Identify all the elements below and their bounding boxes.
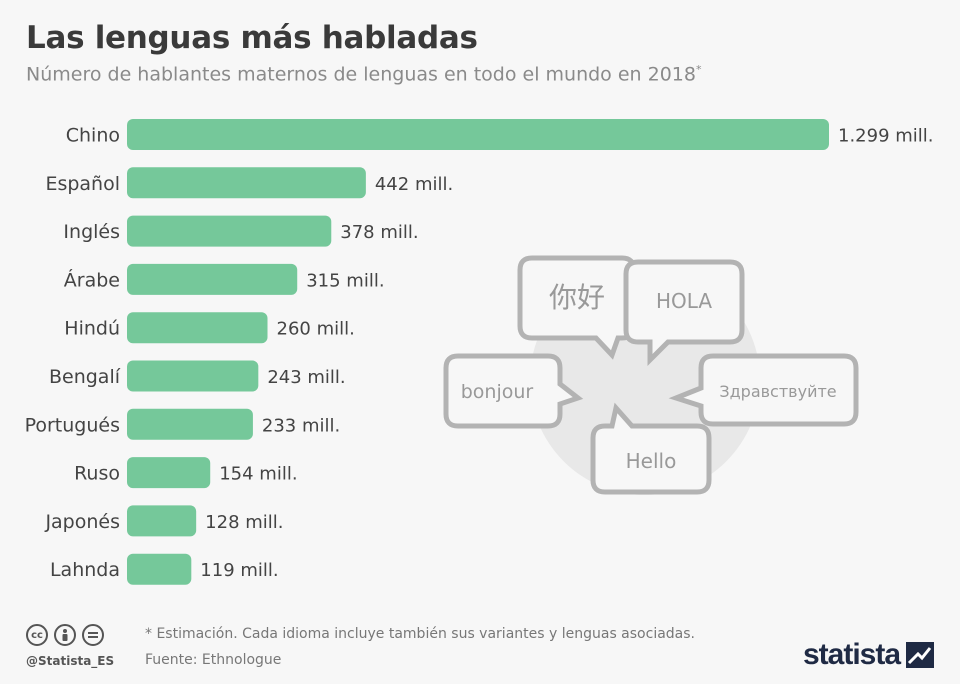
bubble-text-bonjour: bonjour <box>461 381 534 403</box>
bar-chart: Chino 1.299 mill. Español 442 mill. Inglés 37… <box>25 119 934 585</box>
bar-2 <box>127 215 332 247</box>
category-label: Portugués <box>25 414 120 436</box>
category-label: Bengalí <box>49 366 121 388</box>
category-label: Lahnda <box>50 559 120 581</box>
chart-title: Las lenguas más habladas <box>26 20 478 56</box>
bubble-text-russian: Здравствуйте <box>719 382 836 401</box>
subtitle-text: Número de hablantes maternos de lenguas … <box>26 63 696 86</box>
category-label: Español <box>45 173 120 195</box>
brand-wordmark: statista <box>803 638 901 671</box>
value-label: 315 mill. <box>306 270 384 291</box>
speech-bubble-bonjour <box>443 353 584 429</box>
bar-0 <box>127 119 829 150</box>
bar-6 <box>127 408 253 440</box>
source: Fuente: Ethnologue <box>145 652 282 668</box>
license-icons: cc <box>26 624 104 646</box>
bar-5 <box>127 360 259 392</box>
subtitle-footnote-mark: * <box>695 63 702 76</box>
category-label: Ruso <box>74 463 120 485</box>
value-label: 1.299 mill. <box>838 126 934 147</box>
value-label: 378 mill. <box>340 222 418 243</box>
bubble-text-hello: Hello <box>626 449 677 473</box>
category-label: Chino <box>66 125 120 147</box>
value-label: 154 mill. <box>219 464 297 485</box>
category-label: Árabe <box>64 268 120 291</box>
value-label: 233 mill. <box>262 415 340 436</box>
bar-3 <box>127 263 298 295</box>
value-label: 442 mill. <box>375 174 453 195</box>
footnote: * Estimación. Cada idioma incluye tambié… <box>145 626 695 642</box>
bar-9 <box>127 553 192 585</box>
category-label: Hindú <box>64 318 120 340</box>
attribution-icon <box>54 624 76 646</box>
bar-4 <box>127 312 268 344</box>
statista-logo[interactable]: statista <box>803 638 935 672</box>
speech-bubbles-illustration: 你好 HOLA bonjour Здравствуйте Hello <box>443 255 859 495</box>
bar-8 <box>127 505 197 537</box>
speech-bubble-hola <box>623 259 745 367</box>
category-label: Japonés <box>44 511 120 533</box>
value-label: 243 mill. <box>267 367 345 388</box>
chart-subtitle: Número de hablantes maternos de lenguas … <box>26 63 701 85</box>
footer: cc @Statista_ES * Estimación. Cada idiom… <box>0 616 960 684</box>
bar-7 <box>127 457 211 489</box>
speech-bubble-russian <box>668 353 859 427</box>
bar-1 <box>127 167 366 199</box>
value-label: 119 mill. <box>200 560 278 581</box>
speech-bubble-hello <box>590 402 712 495</box>
no-derivatives-icon <box>82 624 104 646</box>
value-label: 128 mill. <box>205 512 283 533</box>
value-label: 260 mill. <box>277 319 355 340</box>
creative-commons-icon: cc <box>26 624 48 646</box>
category-label: Inglés <box>63 221 120 243</box>
brand-mark-icon <box>906 642 935 668</box>
social-handle[interactable]: @Statista_ES <box>26 654 115 668</box>
bubble-text-chinese: 你好 <box>549 281 605 314</box>
bubble-text-hola: HOLA <box>656 289 712 313</box>
